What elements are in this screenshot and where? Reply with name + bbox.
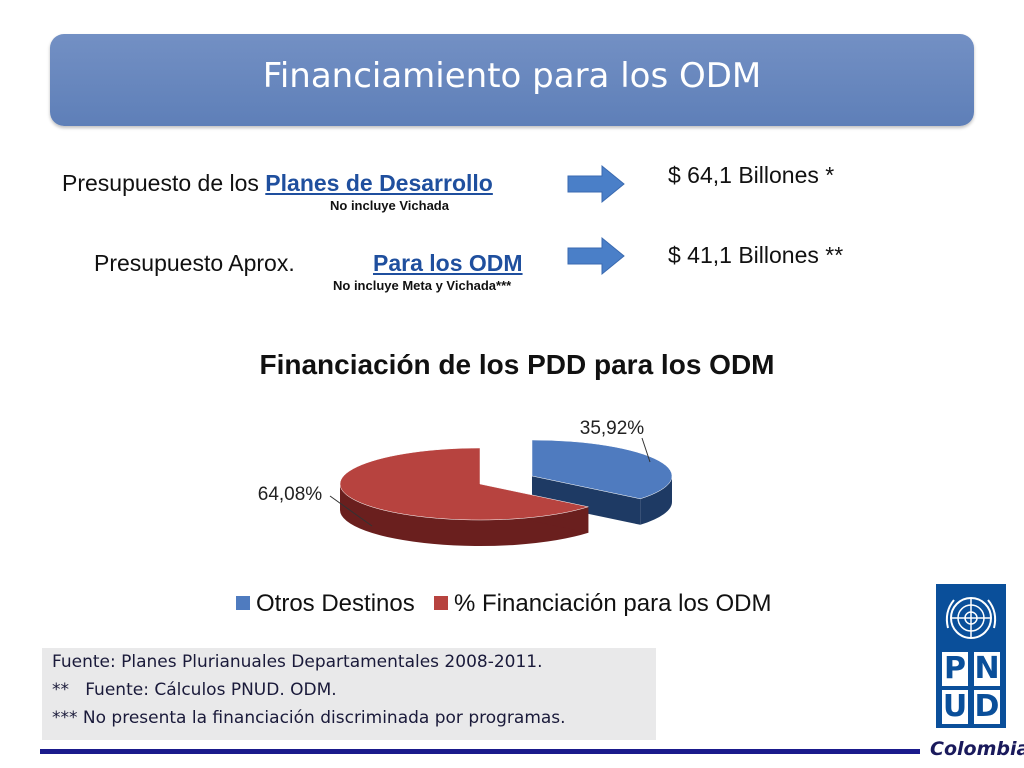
source-notes: Fuente: Planes Plurianuales Departamenta… <box>42 648 656 740</box>
undp-logo: P N U D <box>936 584 1006 728</box>
budget-amount: $ 41,1 Billones ** <box>668 242 844 268</box>
un-emblem-icon <box>942 590 1000 646</box>
para-los-odm-link[interactable]: Para los ODM <box>373 250 523 276</box>
data-label: 64,08% <box>258 484 323 505</box>
data-label-leader <box>329 495 373 527</box>
source-note-line: ** Fuente: Cálculos PNUD. ODM. <box>52 680 337 700</box>
budget-row-odm: Presupuesto Aprox. <box>94 250 295 277</box>
budget-row-prefix: Presupuesto de los <box>62 170 266 196</box>
pie-slice-side <box>340 484 589 546</box>
legend-label: Otros Destinos <box>256 590 415 617</box>
budget-note: No incluye Vichada <box>330 198 449 213</box>
right-arrow-icon <box>567 164 625 204</box>
pie-slice <box>531 439 673 500</box>
title-banner: Financiamiento para los ODM <box>50 34 974 126</box>
budget-amount: $ 64,1 Billones * <box>668 162 835 188</box>
legend-swatch <box>236 596 250 610</box>
budget-row-odm-link: Para los ODM <box>373 250 523 277</box>
source-note-line: Fuente: Planes Plurianuales Departamenta… <box>52 652 543 672</box>
pie-chart: Financiación de los PDD para los ODM 35,… <box>236 349 775 617</box>
logo-letter: P <box>942 651 968 686</box>
budget-row-plans: Presupuesto de los Planes de Desarrollo <box>62 170 493 197</box>
right-arrow-icon <box>567 236 625 276</box>
source-note-line: *** No presenta la financiación discrimi… <box>52 708 566 728</box>
legend-label: % Financiación para los ODM <box>454 590 771 617</box>
chart-title: Financiación de los PDD para los ODM <box>260 349 775 380</box>
pie-slice <box>339 447 590 521</box>
data-label-leader <box>641 437 651 463</box>
budget-row-prefix: Presupuesto Aprox. <box>94 250 295 276</box>
data-label: 35,92% <box>580 418 645 439</box>
legend-swatch <box>434 596 448 610</box>
logo-letter: U <box>942 689 968 724</box>
slide-title: Financiamiento para los ODM <box>262 56 762 96</box>
budget-note: No incluye Meta y Vichada*** <box>333 278 512 293</box>
planes-desarrollo-link[interactable]: Planes de Desarrollo <box>265 170 493 196</box>
logo-letter: N <box>974 651 1000 686</box>
pie-slices: 35,92% 64,08% <box>258 418 673 546</box>
chart-legend: Otros Destinos % Financiación para los OD… <box>236 590 771 617</box>
bottom-divider <box>40 749 920 754</box>
logo-letter: D <box>974 689 1000 724</box>
country-label: Colombia <box>930 738 1024 760</box>
pie-slice-edge <box>532 476 641 525</box>
